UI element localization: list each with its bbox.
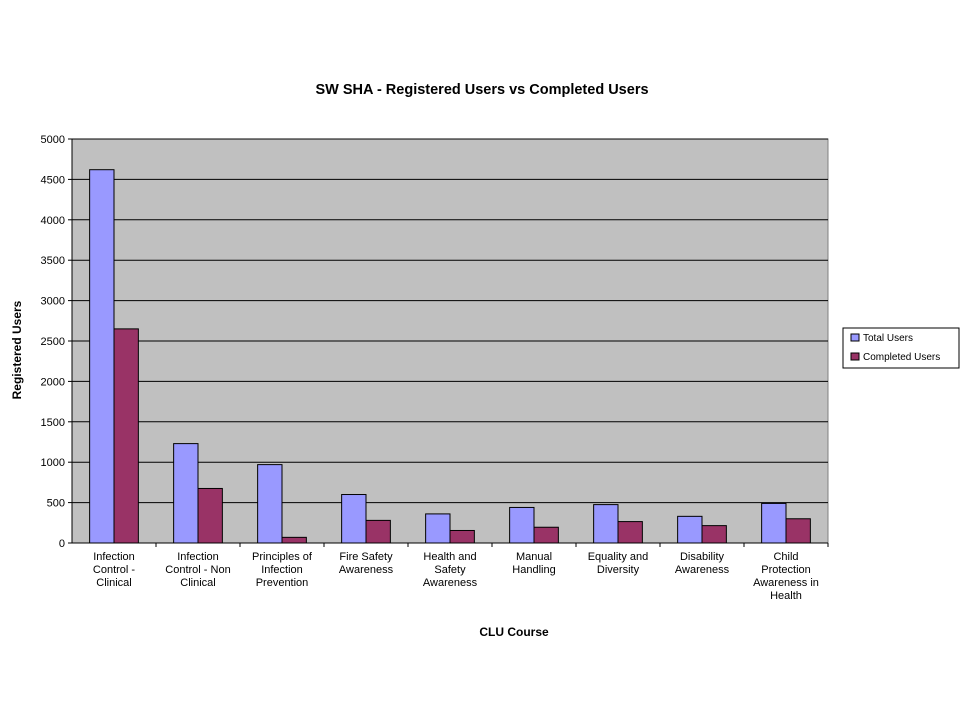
legend-swatch	[850, 333, 860, 342]
x-tick-label-line: Health	[770, 590, 802, 602]
y-tick-label: 3000	[41, 296, 65, 308]
x-tick-label-line: Clinical	[96, 577, 131, 589]
x-tick-label-line: Clinical	[180, 577, 215, 589]
legend-label: Completed Users	[863, 352, 940, 363]
x-tick-label: Child Protection Awareness in Health	[753, 551, 819, 602]
y-tick-label: 5000	[41, 134, 65, 146]
x-tick-label: Fire Safety Awareness	[339, 551, 394, 576]
chart-title: SW SHA - Registered Users vs Completed U…	[315, 82, 648, 98]
y-tick-label: 4000	[41, 215, 65, 227]
x-tick-label-line: Disability	[680, 551, 725, 563]
bar-total-users	[593, 504, 619, 544]
y-tick-label: 3500	[41, 255, 65, 267]
bar-total-users	[509, 506, 535, 544]
bar-total-users	[173, 443, 199, 544]
x-tick-label-line: Awareness	[423, 577, 478, 589]
y-tick-label: 2000	[41, 376, 65, 388]
bar-completed-users	[197, 487, 223, 544]
x-tick-label: Disability Awareness	[675, 551, 730, 576]
axes	[68, 138, 829, 547]
y-tick-label: 500	[47, 498, 65, 510]
y-tick-label: 4500	[41, 174, 65, 186]
x-tick-label-line: Handling	[512, 564, 555, 576]
bar-completed-users	[785, 518, 811, 544]
x-tick-label-line: Child	[773, 551, 798, 563]
bar-total-users	[341, 494, 367, 544]
bar-total-users	[761, 502, 787, 544]
x-axis-title: CLU Course	[479, 625, 549, 639]
x-tick-label-line: Safety	[434, 564, 466, 576]
x-tick-label-line: Principles of	[252, 551, 313, 563]
x-tick-label-line: Equality and	[588, 551, 649, 563]
bar-completed-users	[365, 519, 391, 544]
x-tick-label-line: Awareness	[339, 564, 394, 576]
x-tick-label-line: Fire Safety	[339, 551, 393, 563]
x-tick-label: Infection Control - Non Clinical	[165, 551, 230, 589]
bar-completed-users	[701, 525, 727, 544]
x-tick-label: Principles of Infection Prevention	[252, 551, 313, 589]
x-tick-label-line: Control -	[93, 564, 136, 576]
x-tick-label-line: Infection	[261, 564, 303, 576]
x-tick-label-line: Infection	[93, 551, 135, 563]
legend-box	[842, 327, 960, 369]
x-tick-label-line: Awareness	[675, 564, 730, 576]
bar-completed-users	[281, 536, 307, 544]
x-tick-label-line: Infection	[177, 551, 219, 563]
bar-completed-users	[533, 526, 559, 544]
bar-total-users	[677, 515, 703, 544]
y-tick-label: 1000	[41, 457, 65, 469]
y-tick-label: 1500	[41, 417, 65, 429]
x-tick-label: Manual Handling	[512, 551, 555, 576]
x-tick-label: Infection Control -Clinical	[93, 551, 136, 589]
y-axis-title: Registered Users	[10, 300, 24, 399]
legend: Total Users Completed Users	[842, 327, 960, 369]
x-tick-label-line: Awareness in	[753, 577, 819, 589]
bar-completed-users	[449, 529, 475, 544]
bar-total-users	[89, 169, 115, 544]
legend-label: Total Users	[863, 333, 913, 344]
bar-completed-users	[617, 521, 643, 544]
x-tick-label-line: Health and	[423, 551, 476, 563]
legend-swatch	[850, 352, 860, 361]
x-tick-label-line: Manual	[516, 551, 552, 563]
bar-completed-users	[113, 328, 139, 544]
bar-total-users	[257, 464, 283, 544]
x-tick-label-line: Prevention	[256, 577, 309, 589]
x-tick-label: Equality and Diversity	[588, 551, 649, 576]
y-tick-label: 0	[59, 538, 65, 550]
y-tick-label: 2500	[41, 336, 65, 348]
x-tick-label: Health and Safety Awareness	[423, 551, 478, 589]
x-tick-label-line: Diversity	[597, 564, 640, 576]
bar-total-users	[425, 513, 451, 544]
y-tick-labels: 0 500 1000 1500 2000 2500 3000 3500 4000 4500 5000	[41, 134, 65, 550]
x-tick-label-line: Control - Non	[165, 564, 230, 576]
x-tick-label-line: Protection	[761, 564, 811, 576]
